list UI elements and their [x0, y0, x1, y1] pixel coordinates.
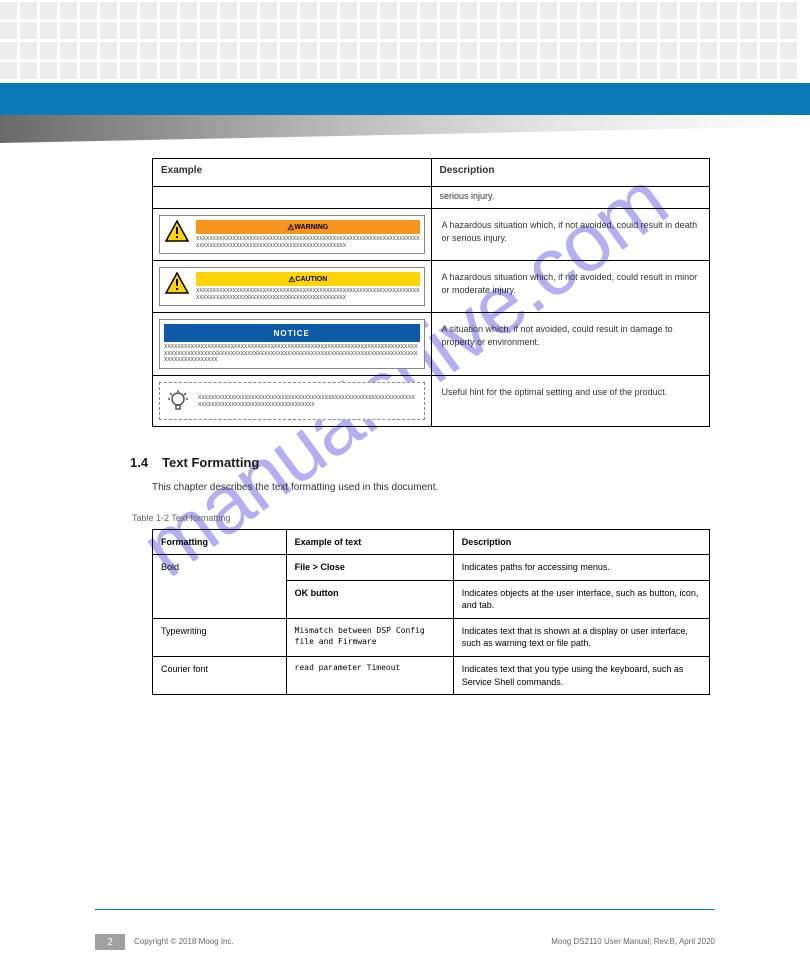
caution-x-text: XXXXXXXXXXXXXXXXXXXXXXXXXXXXXXXXXXXXXXXX… — [196, 288, 420, 301]
hint-x-text: XXXXXXXXXXXXXXXXXXXXXXXXXXXXXXXXXXXXXXXX… — [198, 395, 418, 408]
warning-row: ⚠ WARNING XXXXXXXXXXXXXXXXXXXXXXXXXXXXXX… — [153, 209, 710, 261]
th-example: Example of text — [286, 529, 453, 555]
caution-label-box: ⚠ CAUTION XXXXXXXXXXXXXXXXXXXXXXXXXXXXXX… — [159, 267, 425, 306]
cell-courier-ex: read parameter Timeout — [286, 657, 453, 695]
notice-row: NOTICE XXXXXXXXXXXXXXXXXXXXXXXXXXXXXXXXX… — [153, 313, 710, 376]
cell-bold-ex2: OK button — [286, 580, 453, 618]
th-description: Description — [453, 529, 709, 555]
doc-reference: Moog DS2110 User Manual; Rev.B, April 20… — [551, 937, 715, 946]
hint-desc: Useful hint for the optimal setting and … — [431, 375, 710, 426]
header-description: Description — [431, 159, 710, 187]
section-title: Text Formatting — [162, 455, 259, 470]
safety-labels-table: Example Description serious injury. ⚠ WA… — [152, 158, 710, 427]
sub-right: serious injury. — [431, 187, 710, 209]
hint-row: XXXXXXXXXXXXXXXXXXXXXXXXXXXXXXXXXXXXXXXX… — [153, 375, 710, 426]
copyright-text: Copyright © 2018 Moog Inc. — [134, 937, 234, 946]
table2-header-row: Formatting Example of text Description — [153, 529, 710, 555]
notice-x-text: XXXXXXXXXXXXXXXXXXXXXXXXXXXXXXXXXXXXXXXX… — [164, 344, 420, 364]
header-gradient-bar — [0, 115, 810, 143]
section-number: 1.4 — [130, 455, 148, 470]
cell-bold-desc2: Indicates objects at the user interface,… — [453, 580, 709, 618]
table2-caption: Table 1-2 Text formatting — [132, 513, 710, 523]
cell-type-desc: Indicates text that is shown at a displa… — [453, 618, 709, 656]
table-header-row: Example Description — [153, 159, 710, 187]
cell-courier-desc: Indicates text that you type using the k… — [453, 657, 709, 695]
page-number: 2 — [95, 934, 125, 950]
notice-label-box: NOTICE XXXXXXXXXXXXXXXXXXXXXXXXXXXXXXXXX… — [159, 319, 425, 369]
cell-type: Typewriting — [153, 618, 287, 656]
notice-bar: NOTICE — [164, 324, 420, 342]
header-blue-bar — [0, 83, 810, 115]
warning-label-box: ⚠ WARNING XXXXXXXXXXXXXXXXXXXXXXXXXXXXXX… — [159, 215, 425, 254]
section-heading: 1.4 Text Formatting — [130, 455, 710, 470]
cell-bold: Bold — [153, 555, 287, 619]
table-row: Typewriting Mismatch between DSP Config … — [153, 618, 710, 656]
caution-triangle-icon — [164, 272, 190, 294]
decorative-squares — [0, 0, 810, 80]
cell-bold-desc1: Indicates paths for accessing menus. — [453, 555, 709, 581]
sub-left — [153, 187, 432, 209]
warning-desc: A hazardous situation which, if not avoi… — [431, 209, 710, 261]
footer-divider — [95, 909, 715, 910]
warning-bar: ⚠ WARNING — [196, 220, 420, 234]
caution-desc: A hazardous situation which, if not avoi… — [431, 261, 710, 313]
table-sub-row: serious injury. — [153, 187, 710, 209]
header-example: Example — [153, 159, 432, 187]
section-body: This chapter describes the text formatti… — [152, 480, 710, 495]
caution-bar: ⚠ CAUTION — [196, 272, 420, 286]
th-formatting: Formatting — [153, 529, 287, 555]
main-content: Example Description serious injury. ⚠ WA… — [152, 158, 710, 695]
caution-row: ⚠ CAUTION XXXXXXXXXXXXXXXXXXXXXXXXXXXXXX… — [153, 261, 710, 313]
lightbulb-icon — [166, 389, 190, 413]
cell-type-ex: Mismatch between DSP Config file and Fir… — [286, 618, 453, 656]
warning-x-text: XXXXXXXXXXXXXXXXXXXXXXXXXXXXXXXXXXXXXXXX… — [196, 236, 420, 249]
table-row: Bold File > Close Indicates paths for ac… — [153, 555, 710, 581]
cell-courier: Courier font — [153, 657, 287, 695]
hint-label-box: XXXXXXXXXXXXXXXXXXXXXXXXXXXXXXXXXXXXXXXX… — [159, 382, 425, 420]
warning-triangle-icon — [164, 220, 190, 242]
notice-desc: A situation which, if not avoided, could… — [431, 313, 710, 376]
formatting-table: Formatting Example of text Description B… — [152, 529, 710, 696]
cell-bold-ex1: File > Close — [286, 555, 453, 581]
table-row: Courier font read parameter Timeout Indi… — [153, 657, 710, 695]
